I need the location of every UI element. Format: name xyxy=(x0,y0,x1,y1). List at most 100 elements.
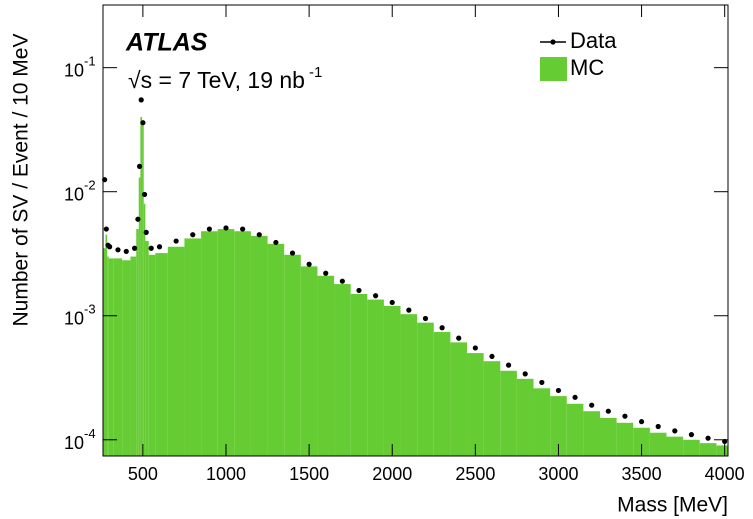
y-tick-exponent: -2 xyxy=(84,178,96,193)
data-point xyxy=(638,419,645,425)
data-point xyxy=(156,244,163,250)
data-point xyxy=(422,315,429,322)
y-tick-label: 10-1 xyxy=(64,54,96,80)
data-point xyxy=(688,432,695,438)
mc-bar xyxy=(467,353,484,456)
data-point xyxy=(256,232,262,238)
data-point xyxy=(439,325,445,331)
mc-bar xyxy=(483,361,501,456)
mc-bar xyxy=(142,122,144,456)
mc-bar xyxy=(716,445,728,456)
x-tick-label: 2000 xyxy=(372,464,412,484)
data-point xyxy=(489,353,495,360)
x-tick-label: 3500 xyxy=(622,464,662,484)
mc-bar xyxy=(433,331,451,456)
data-point xyxy=(472,345,478,351)
mc-bar xyxy=(148,254,156,456)
y-tick-label: 10-4 xyxy=(64,426,96,452)
mc-bar xyxy=(616,422,634,456)
mc-bar xyxy=(699,443,717,456)
mc-bar xyxy=(334,284,351,456)
data-point xyxy=(107,244,113,250)
legend-marker xyxy=(550,39,556,45)
data-point xyxy=(555,387,562,394)
y-tick-base: 10 xyxy=(64,308,84,328)
subtitle: √s = 7 TeV, 19 nb -1 xyxy=(128,64,322,93)
mc-bar xyxy=(500,370,517,456)
y-tick-label: 10-2 xyxy=(64,178,96,204)
experiment-label: ATLAS xyxy=(125,29,208,57)
data-point xyxy=(605,408,611,414)
data-point xyxy=(539,379,545,386)
y-tick-exponent: -4 xyxy=(84,426,96,441)
mc-bar xyxy=(103,248,106,456)
mc-bar xyxy=(184,238,202,456)
data-point xyxy=(572,394,578,400)
data-point xyxy=(131,245,138,251)
x-tick-label: 500 xyxy=(128,464,158,484)
data-point xyxy=(223,225,229,231)
mc-bar xyxy=(550,396,567,456)
mc-bar xyxy=(201,231,218,456)
plot-area xyxy=(102,97,728,456)
legend-swatch xyxy=(540,57,567,81)
y-axis-title: Number of SV / Event / 10 MeV xyxy=(10,34,33,327)
mc-bar xyxy=(367,299,384,456)
mc-bar xyxy=(108,258,114,456)
data-point xyxy=(141,191,148,198)
mc-bar xyxy=(566,403,584,456)
data-point xyxy=(143,229,149,235)
mc-bar xyxy=(666,436,684,456)
data-point xyxy=(505,362,512,368)
legend-label: MC xyxy=(570,55,604,80)
mc-bar xyxy=(350,293,368,456)
data-point xyxy=(115,247,121,253)
data-point xyxy=(306,261,312,267)
mc-bar xyxy=(417,322,434,456)
subtitle-exponent: -1 xyxy=(309,64,322,81)
mc-bar xyxy=(383,305,401,456)
mc-bar xyxy=(649,432,667,456)
mc-bar xyxy=(217,229,235,456)
mc-bar xyxy=(136,229,139,456)
data-point xyxy=(289,250,296,256)
data-point xyxy=(138,97,144,103)
data-point xyxy=(339,278,345,284)
mc-bar xyxy=(300,266,318,456)
mc-bar xyxy=(400,314,418,456)
y-tick-base: 10 xyxy=(64,433,84,453)
data-point xyxy=(373,293,379,299)
legend-label: Data xyxy=(570,28,617,53)
y-tick-base: 10 xyxy=(64,60,84,80)
data-point xyxy=(589,402,595,408)
mc-bar xyxy=(113,258,123,456)
data-point xyxy=(103,226,109,232)
data-point xyxy=(622,413,628,419)
data-point xyxy=(140,120,146,126)
mc-bar xyxy=(450,342,468,456)
plot-frame xyxy=(102,4,729,457)
data-point xyxy=(389,299,395,306)
x-tick-label: 1500 xyxy=(289,464,329,484)
data-point xyxy=(136,163,143,169)
data-point xyxy=(323,270,329,276)
data-point xyxy=(406,307,412,313)
data-point xyxy=(148,245,154,251)
subtitle-text: √s = 7 TeV, 19 nb xyxy=(128,67,305,93)
mc-bar xyxy=(633,427,650,456)
data-point xyxy=(655,423,661,430)
data-point xyxy=(135,216,141,222)
x-axis-title: Mass [MeV] xyxy=(617,494,728,517)
data-point xyxy=(356,287,362,294)
mc-bar xyxy=(105,234,108,456)
data-point xyxy=(123,248,129,255)
mc-bar xyxy=(683,439,700,456)
data-point xyxy=(206,226,212,232)
x-tick-label: 4000 xyxy=(705,464,745,484)
data-point xyxy=(190,232,196,238)
y-tick-exponent: -3 xyxy=(84,302,96,317)
data-point xyxy=(273,239,279,246)
mc-bar xyxy=(583,411,601,456)
mc-bar xyxy=(167,246,185,456)
